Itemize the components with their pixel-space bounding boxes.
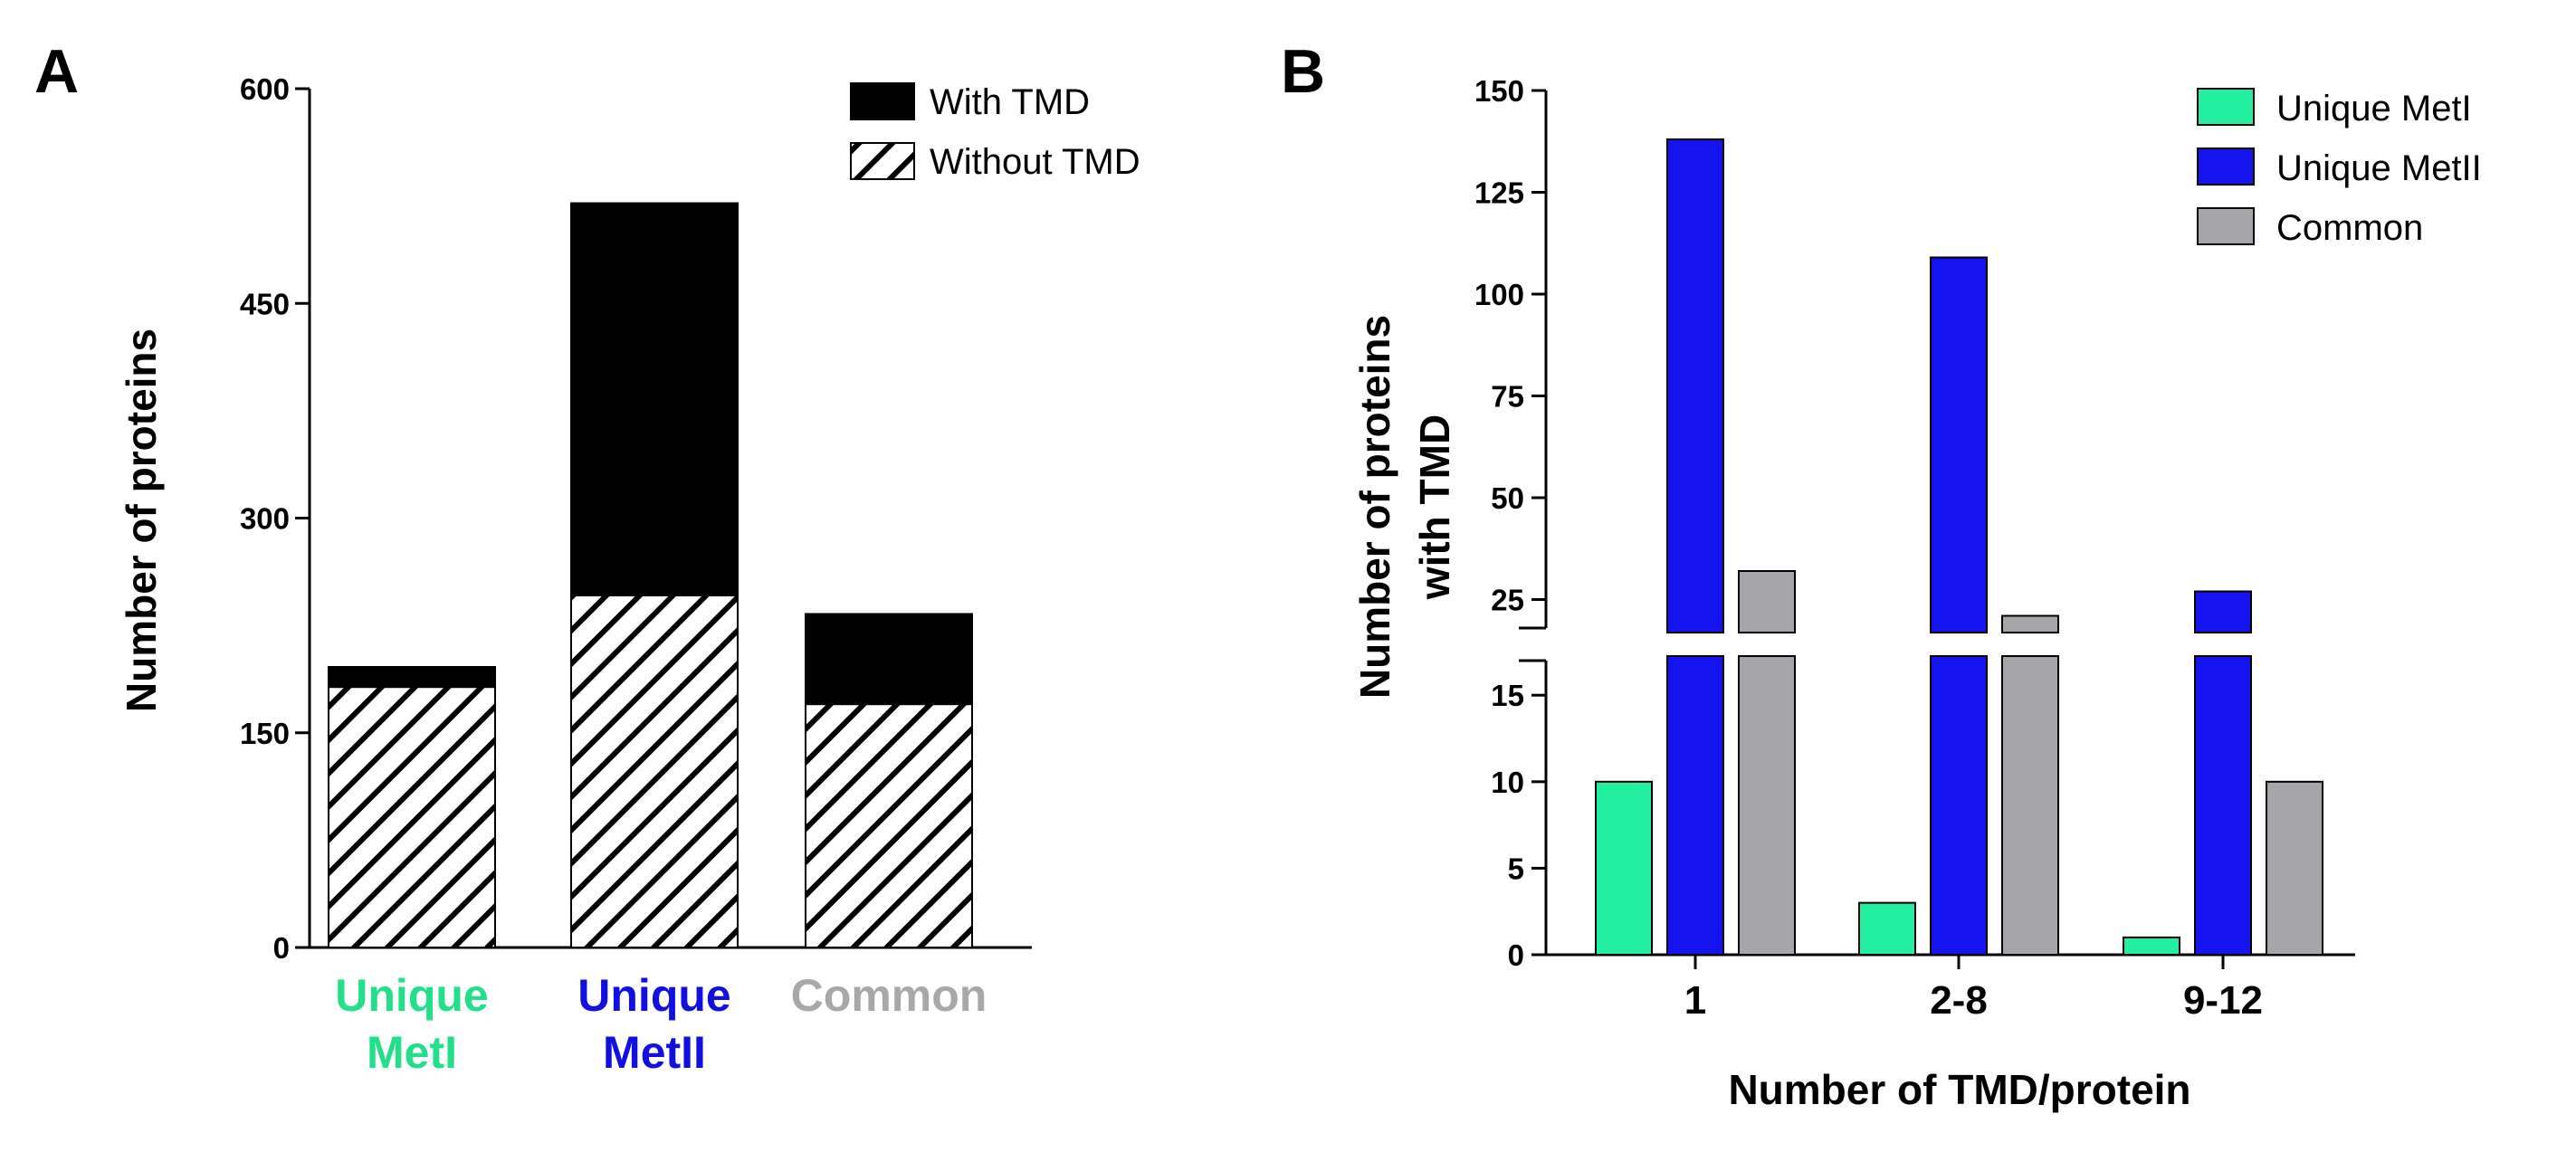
- panel-a-y-tick-label: 600: [240, 72, 290, 106]
- panel-b-letter: B: [1281, 37, 1325, 106]
- panel-a-category-label: Unique: [577, 970, 730, 1021]
- panel-b-bar-unique-metii-upper: [1930, 256, 1988, 633]
- panel-b-bar-common-lower: [1738, 655, 1796, 956]
- panel-b-legend-swatch: [2197, 148, 2255, 186]
- panel-b-y-axis-label-line2: with TMD: [1411, 414, 1458, 600]
- panel-a-legend-swatch-with-tmd: [850, 82, 915, 120]
- panel-b-y-tick-label: 0: [1508, 938, 1524, 972]
- panel-a-bar-without-tmd: [328, 686, 496, 948]
- panel-a-bar-without-tmd: [805, 703, 973, 948]
- panel-b-y-tick-label: 125: [1474, 176, 1524, 210]
- panel-b-legend-label: Unique MetI: [2276, 89, 2472, 129]
- panel-b-y-tick-label: 100: [1474, 278, 1524, 311]
- panel-b-y-tick-label: 10: [1491, 766, 1524, 799]
- panel-b-legend-swatch: [2197, 207, 2255, 245]
- panel-a-legend-swatch-without-tmd: [850, 142, 915, 180]
- panel-b-y-tick-label: 50: [1491, 481, 1524, 515]
- panel-b-bar-unique-meti: [1595, 780, 1653, 957]
- panel-b-bar-unique-meti: [2123, 936, 2180, 956]
- panel-b-legend-label: Common: [2276, 208, 2423, 248]
- panel-b-y-tick-label: 15: [1491, 679, 1524, 712]
- panel-b-bar-common: [2266, 780, 2323, 957]
- panel-a-bar-with-tmd: [805, 613, 973, 706]
- panel-a-y-tick-label: 300: [240, 502, 290, 536]
- panel-a-legend-label: With TMD: [930, 82, 1090, 122]
- panel-b-bar-common-upper: [1738, 570, 1796, 633]
- panel-b-legend-swatch: [2197, 88, 2255, 126]
- panel-b-bar-unique-meti: [1858, 901, 1916, 956]
- panel-b-y-tick-label: 75: [1491, 380, 1524, 414]
- panel-b-bar-unique-metii-lower: [1930, 655, 1988, 956]
- panel-b-bar-unique-metii-upper: [2194, 590, 2252, 633]
- panel-b-x-tick-label: 2-8: [1930, 978, 1988, 1023]
- panel-b-legend-label: Unique MetII: [2276, 148, 2482, 188]
- panel-a-y-tick-label: 150: [240, 717, 290, 750]
- panel-a-category-label: MetII: [603, 1027, 706, 1078]
- panel-a-y-tick-label: 0: [273, 931, 290, 965]
- panel-a-category-label: MetI: [367, 1027, 457, 1078]
- panel-a-bar-with-tmd: [570, 202, 739, 596]
- panel-a-y-axis-label: Number of proteins: [118, 328, 165, 712]
- panel-b-bar-unique-metii-upper: [1666, 138, 1724, 633]
- panel-b-bar-unique-metii-lower: [2194, 655, 2252, 956]
- panel-b-bar-common-upper: [2001, 614, 2059, 633]
- panel-b-y-axis-label-line1: Number of proteins: [1351, 315, 1398, 699]
- panel-b-bar-common-lower: [2001, 655, 2059, 956]
- panel-b-x-axis-label: Number of TMD/protein: [1728, 1066, 2190, 1113]
- panel-a-letter: A: [34, 37, 79, 106]
- panel-b-x-tick-label: 1: [1684, 978, 1706, 1023]
- panel-a-category-label: Unique: [335, 970, 488, 1021]
- panel-b-y-tick-label: 5: [1508, 852, 1524, 885]
- panel-b-y-tick-label: 25: [1491, 584, 1524, 617]
- panel-b-x-tick-label: 9-12: [2183, 978, 2263, 1023]
- panel-a-y-tick-label: 450: [240, 287, 290, 320]
- panel-a-bar-without-tmd: [570, 594, 739, 948]
- panel-b-bar-unique-metii-lower: [1666, 655, 1724, 956]
- panel-a-chart: A Number of proteins 0 150 300 450 600 Unique…: [34, 37, 1140, 1078]
- panel-a-bar-with-tmd: [328, 665, 496, 689]
- panel-b-chart: B Number of proteins with TMD Number of …: [1281, 37, 2482, 1113]
- panel-b-y-tick-label: 150: [1474, 74, 1524, 108]
- panel-a-category-label: Common: [791, 970, 987, 1021]
- panel-a-legend-label: Without TMD: [930, 142, 1140, 182]
